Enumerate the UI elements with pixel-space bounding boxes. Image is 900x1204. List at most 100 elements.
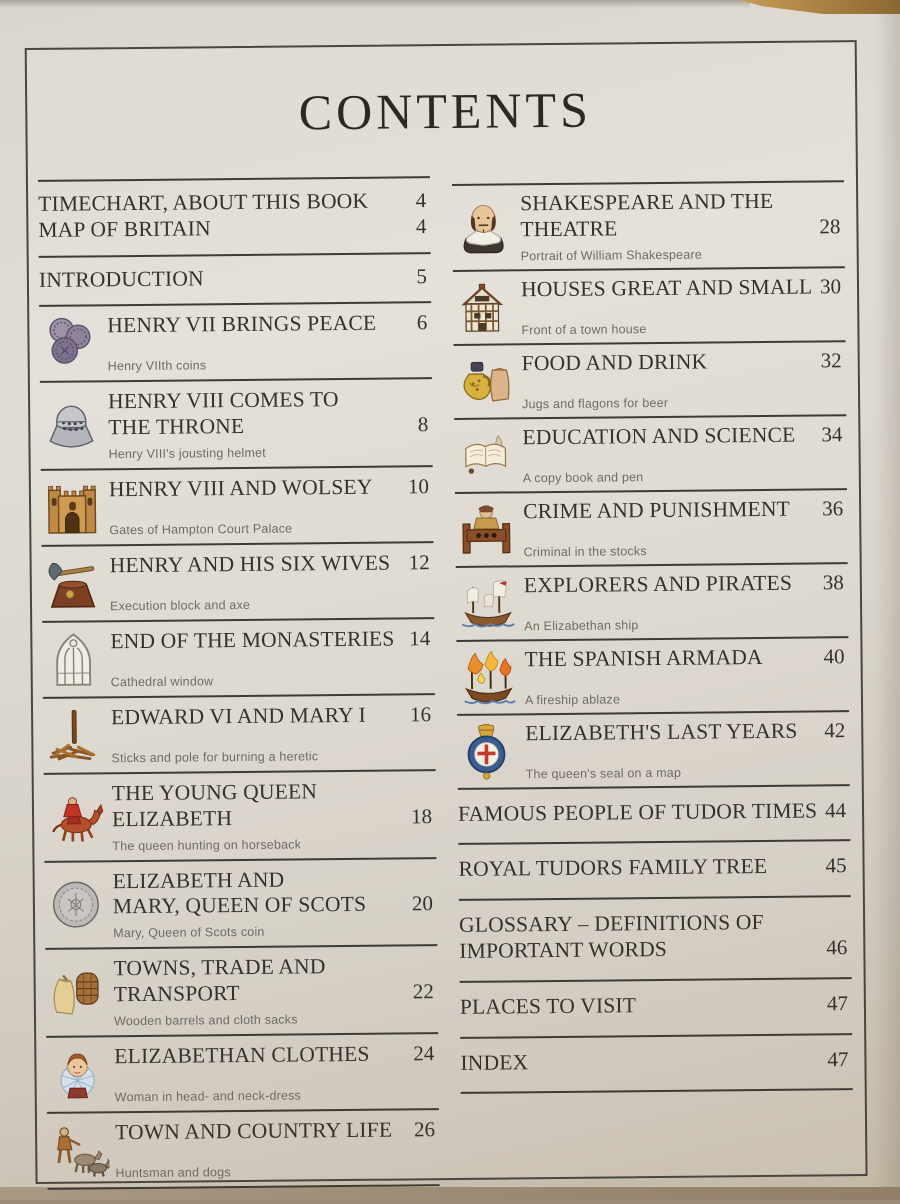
entry-title-line: CRIME AND PUNISHMENT 36 — [523, 496, 847, 525]
entry-page-number: 16 — [410, 702, 435, 727]
entry-icon-cell — [46, 1045, 115, 1104]
entry-caption: Front of a town house — [521, 320, 845, 337]
jousting-helmet-icon — [42, 397, 101, 456]
entry-page-number: 36 — [822, 496, 847, 521]
royal-seal-icon — [459, 721, 514, 782]
entry-title-text: GLOSSARY – DEFINITIONS OF — [459, 910, 764, 939]
shakespeare-icon — [454, 198, 513, 257]
entry-icon-cell — [47, 1122, 116, 1179]
entry-icon-cell — [453, 278, 522, 337]
entry-caption: A fireship ablaze — [525, 690, 849, 707]
entry-page-number: 32 — [821, 348, 846, 373]
entry-title-text: IMPORTANT WORDS — [459, 937, 667, 965]
entry-text: CRIME AND PUNISHMENT 36 Criminal in the st… — [523, 496, 848, 559]
entry-caption: Henry VIII's jousting helmet — [109, 444, 433, 461]
entry-title-text: EDWARD VI AND MARY I — [111, 703, 366, 731]
entry-title-text: INDEX — [460, 1050, 528, 1076]
entry-caption: Criminal in the stocks — [523, 542, 847, 559]
queen-horseback-icon — [46, 788, 109, 847]
palace-gates-icon — [43, 478, 102, 537]
entry-page-number: 4 — [416, 188, 431, 213]
entry-title-text: THE THRONE — [108, 414, 244, 441]
execution-block-icon — [44, 554, 103, 613]
entry-page-number: 47 — [827, 1047, 852, 1072]
entry-title-text: THEATRE — [520, 216, 617, 243]
entry-page-number: 28 — [819, 214, 844, 239]
entry-icon-cell — [42, 554, 111, 613]
entry-title-text: FAMOUS PEOPLE OF TUDOR TIMES — [458, 798, 817, 827]
entry-caption: Henry VIIth coins — [108, 357, 432, 374]
entry-text: FAMOUS PEOPLE OF TUDOR TIMES 44 — [458, 798, 850, 828]
entry-page-number: 22 — [413, 979, 438, 1004]
entry-icon-cell — [454, 352, 523, 411]
entry-page-number: 47 — [827, 991, 852, 1016]
entry-title-text: END OF THE MONASTERIES — [110, 627, 394, 656]
entry-title-text: EXPLORERS AND PIRATES — [524, 570, 792, 598]
town-house-icon — [455, 278, 510, 337]
entry-title-text: CRIME AND PUNISHMENT — [523, 496, 790, 524]
entry-page-number: 6 — [417, 311, 432, 336]
entry-icon-cell — [45, 876, 114, 935]
entry-title-text: TOWNS, TRADE AND — [113, 954, 325, 982]
entry-icon-cell — [455, 500, 524, 559]
entry-title-line: EDWARD VI AND MARY I 16 — [111, 702, 435, 731]
entry-caption: Gates of Hampton Court Palace — [109, 520, 433, 537]
entry-title: FAMOUS PEOPLE OF TUDOR TIMES 44 — [458, 798, 850, 828]
entry-title-line: HENRY VIII COMES TO — [108, 387, 432, 416]
entry-page-number: 18 — [411, 804, 436, 829]
entry-title-text: HENRY VIII COMES TO — [108, 387, 339, 415]
ship-icon — [458, 575, 519, 632]
entry-caption: Execution block and axe — [110, 596, 434, 613]
entry-page-number: 44 — [825, 798, 850, 823]
entry-caption: The queen's seal on a map — [526, 764, 850, 781]
toc-entry: INDEX 47 — [460, 1035, 853, 1095]
entry-title-text: TOWN AND COUNTRY LIFE — [115, 1117, 392, 1145]
entry-page-number: 46 — [826, 935, 851, 960]
